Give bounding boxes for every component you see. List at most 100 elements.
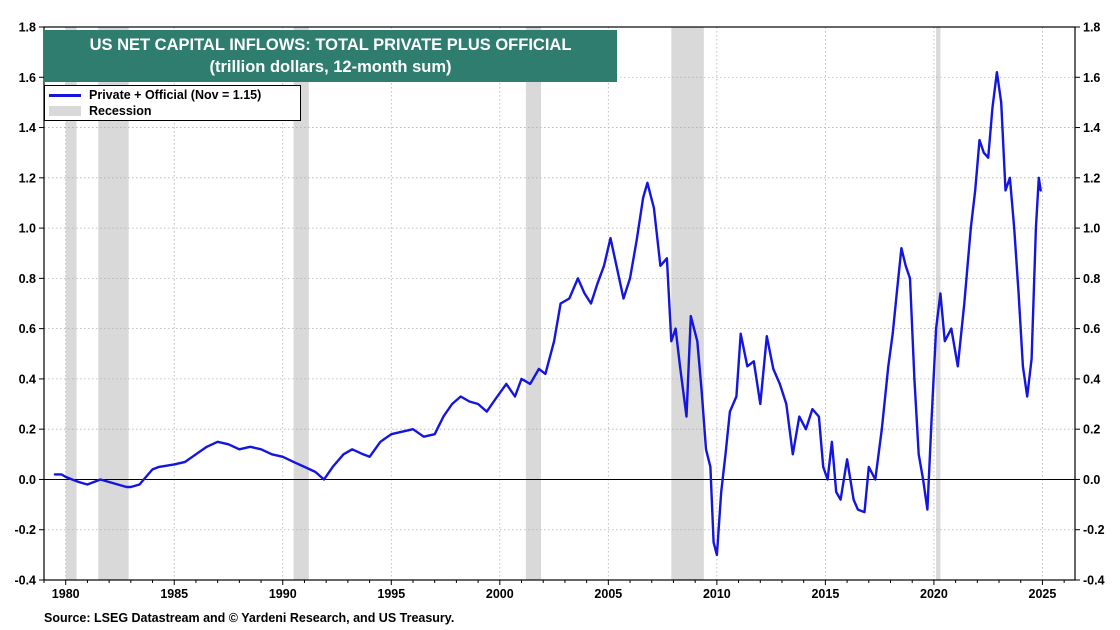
series-point — [609, 237, 612, 239]
series-point — [957, 365, 959, 367]
series-point — [125, 486, 128, 488]
series-point — [996, 71, 998, 73]
series-point — [379, 441, 382, 443]
series-point — [362, 453, 364, 455]
series-point — [987, 157, 989, 159]
series-point — [1022, 365, 1024, 367]
x-tick-label: 1985 — [160, 587, 188, 601]
chart-title: US NET CAPITAL INFLOWS: TOTAL PRIVATE PL… — [89, 36, 572, 54]
y-tick-label-right: -0.4 — [1083, 574, 1105, 588]
series-point — [173, 463, 175, 465]
series-point — [685, 416, 688, 418]
series-point — [544, 373, 546, 375]
series-point — [857, 509, 859, 511]
series-point — [494, 398, 497, 400]
chart-subtitle: (trillion dollars, 12-month sum) — [209, 58, 452, 76]
series-point — [822, 466, 824, 468]
series-point — [839, 498, 842, 501]
series-point — [963, 302, 965, 305]
series-point — [138, 483, 141, 486]
series-point — [846, 458, 848, 460]
series-point — [423, 436, 425, 438]
y-tick-label-right: 0.2 — [1083, 423, 1100, 437]
series-point — [71, 478, 73, 481]
series-point — [616, 267, 618, 269]
series-point — [206, 446, 208, 448]
series-point — [477, 403, 479, 405]
legend-label-series: Private + Official (Nov = 1.15) — [89, 88, 262, 102]
series-point — [868, 466, 870, 468]
series-point — [853, 498, 855, 501]
series-point — [117, 483, 119, 486]
series-point — [922, 478, 924, 481]
series-point — [696, 340, 698, 342]
series-point — [514, 395, 516, 398]
series-point — [792, 453, 794, 455]
series-point — [520, 378, 523, 380]
series-point — [887, 365, 889, 367]
series-point — [646, 182, 649, 184]
series-point — [1009, 177, 1011, 179]
series-point — [713, 541, 715, 543]
series-point — [991, 106, 994, 109]
series-point — [303, 466, 306, 468]
series-point — [753, 360, 755, 362]
y-tick-label-right: 1.4 — [1083, 121, 1100, 135]
series-point — [772, 368, 774, 370]
y-tick-label-right: 1.6 — [1083, 71, 1100, 85]
series-point — [970, 227, 972, 229]
recession-band — [293, 27, 309, 580]
series-point — [913, 378, 915, 380]
series-point — [108, 481, 110, 483]
y-tick-label-left: 1.4 — [19, 121, 36, 135]
series-point — [412, 428, 414, 430]
series-point — [1026, 395, 1028, 398]
recession-band — [525, 27, 542, 580]
series-point — [740, 333, 742, 335]
axes: 1980 1985 1990 1995 2000 2005 2010 2015 2020 2025… — [14, 21, 1104, 602]
series-point — [642, 197, 644, 199]
series-point — [86, 483, 89, 486]
y-tick-label-left: 1.0 — [19, 222, 36, 236]
series-point — [974, 189, 976, 191]
x-tick-label: 2015 — [811, 587, 839, 601]
series-point — [863, 511, 866, 513]
series-point — [93, 481, 95, 483]
series-point — [583, 292, 586, 295]
y-tick-label-left: -0.2 — [14, 523, 36, 537]
series-point — [195, 453, 197, 455]
chart-title-box: US NET CAPITAL INFLOWS: TOTAL PRIVATE PL… — [44, 30, 617, 82]
series-point — [874, 478, 876, 481]
series-point — [926, 509, 929, 511]
series-point — [145, 476, 147, 478]
legend: Private + Official (Nov = 1.15) Recessio… — [44, 85, 301, 121]
series-point — [460, 395, 462, 398]
series-point — [314, 471, 316, 473]
series-point — [99, 478, 102, 481]
y-tick-label-left: 1.8 — [19, 21, 36, 35]
series-point — [670, 340, 672, 342]
series-point — [260, 448, 262, 450]
series-point — [805, 428, 807, 430]
series-point — [735, 395, 737, 398]
series-point — [559, 302, 562, 305]
series-point — [596, 282, 599, 284]
y-tick-label-left: 0.2 — [19, 423, 36, 437]
x-tick-label: 1995 — [377, 587, 405, 601]
series-point — [720, 491, 722, 493]
x-tick-label: 1980 — [52, 587, 80, 601]
series-point — [785, 403, 787, 405]
series-point — [323, 478, 325, 481]
series-point — [217, 441, 219, 443]
series-point — [659, 265, 662, 267]
series-point — [746, 365, 748, 367]
series-point — [553, 340, 555, 342]
series-point — [918, 453, 920, 455]
y-tick-label-right: 0.4 — [1083, 372, 1100, 386]
series-point — [486, 410, 488, 413]
series-point — [881, 428, 883, 430]
series-point — [666, 257, 668, 259]
recession-band — [65, 27, 77, 580]
series-point — [798, 416, 800, 418]
series-point — [603, 265, 605, 267]
